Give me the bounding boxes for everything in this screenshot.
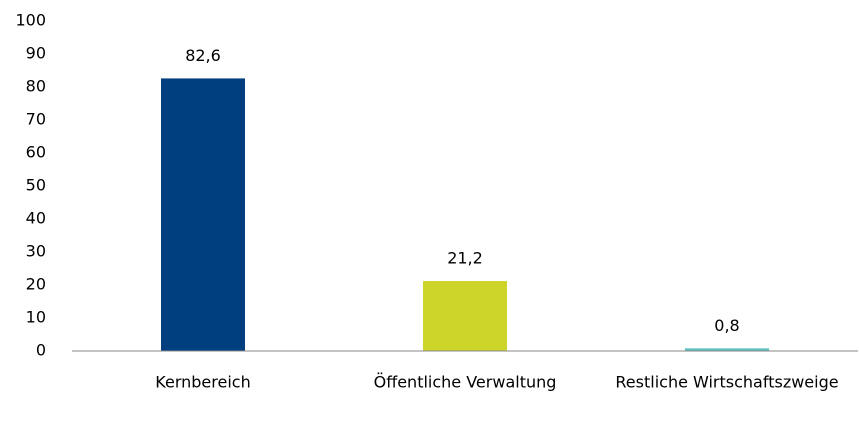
- bar: [685, 348, 769, 351]
- y-tick-label: 10: [26, 308, 46, 327]
- value-label: 0,8: [714, 316, 739, 335]
- bar: [423, 281, 507, 351]
- y-tick-label: 90: [26, 44, 46, 63]
- y-tick-label: 100: [15, 11, 46, 30]
- bar: [161, 78, 245, 352]
- y-tick-label: 70: [26, 110, 46, 129]
- y-tick-label: 60: [26, 143, 46, 162]
- y-tick-label: 40: [26, 209, 46, 228]
- y-tick-label: 0: [36, 341, 46, 360]
- y-tick-label: 50: [26, 176, 46, 195]
- x-tick-label: Kernbereich: [155, 373, 250, 392]
- value-label: 21,2: [447, 249, 483, 268]
- value-label: 82,6: [185, 46, 221, 65]
- x-tick-label: Öffentliche Verwaltung: [374, 373, 557, 392]
- y-tick-label: 20: [26, 275, 46, 294]
- y-tick-label: 30: [26, 242, 46, 261]
- y-tick-label: 80: [26, 77, 46, 96]
- x-tick-label: Restliche Wirtschaftszweige: [615, 373, 838, 392]
